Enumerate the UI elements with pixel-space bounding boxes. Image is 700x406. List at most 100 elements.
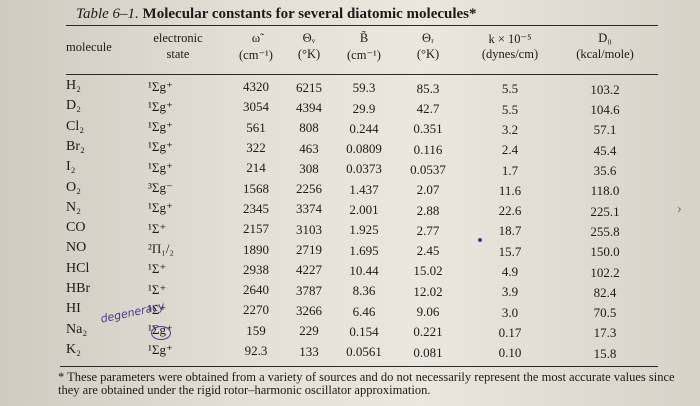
table-cell: 0.17 bbox=[498, 324, 522, 340]
table-cell: 18.7 bbox=[498, 223, 522, 239]
table-footnote: * These parameters were obtained from a … bbox=[58, 370, 675, 397]
molecule-cell: HI bbox=[66, 301, 81, 317]
molecule-cell: CO bbox=[66, 220, 86, 236]
table-cell: ¹Σ⁺ bbox=[148, 261, 167, 277]
column-header-4-line-0: B̃ bbox=[359, 31, 369, 45]
table-cell: 4227 bbox=[296, 262, 322, 278]
table-cell: 4394 bbox=[296, 99, 322, 115]
molecule-cell: I₂ bbox=[66, 159, 76, 175]
table-cell: ¹Σ⁺ bbox=[148, 301, 167, 317]
table-cell: 3.2 bbox=[501, 121, 519, 137]
table-cell: 15.8 bbox=[593, 345, 617, 361]
table-cell: 133 bbox=[299, 343, 319, 359]
table-cell: 2719 bbox=[296, 242, 322, 258]
top-rule bbox=[66, 25, 658, 26]
table-cell: 0.10 bbox=[498, 345, 522, 361]
table-cell: 0.221 bbox=[413, 324, 443, 340]
table-cell: 0.081 bbox=[413, 344, 443, 360]
table-cell: 2.07 bbox=[416, 182, 440, 198]
table-cell: 3.0 bbox=[501, 304, 519, 320]
header-rule bbox=[66, 74, 658, 75]
table-cell: 3374 bbox=[296, 201, 322, 217]
table-caption: Table 6–1. Molecular constants for sever… bbox=[76, 6, 477, 23]
table-cell: 15.02 bbox=[413, 263, 443, 279]
table-cell: 2157 bbox=[243, 221, 269, 237]
table-cell: 1.437 bbox=[349, 181, 379, 197]
table-cell: 0.0561 bbox=[346, 344, 382, 360]
table-title: Molecular constants for several diatomic… bbox=[142, 6, 477, 22]
table-cell: 0.244 bbox=[349, 120, 379, 136]
table-cell: 4320 bbox=[243, 79, 269, 95]
table-cell: 45.4 bbox=[593, 142, 617, 158]
pen-dot bbox=[478, 238, 482, 242]
bottom-rule bbox=[60, 366, 658, 367]
table-cell: 35.6 bbox=[593, 163, 617, 179]
column-header-7-line-0: D₀ bbox=[598, 31, 612, 45]
table-cell: 561 bbox=[246, 119, 266, 135]
table-cell: 2.45 bbox=[416, 243, 440, 259]
table-cell: ¹Σg⁺ bbox=[148, 78, 173, 94]
table-cell: ¹Σ⁺ bbox=[148, 281, 167, 297]
table-cell: 17.3 bbox=[593, 325, 617, 341]
table-cell: ²Π₁/₂ bbox=[148, 240, 174, 256]
table-cell: 22.6 bbox=[498, 203, 522, 219]
page-edge-arrow-icon: › bbox=[676, 200, 682, 217]
molecule-cell: Br₂ bbox=[66, 138, 85, 154]
table-cell: 2270 bbox=[243, 302, 269, 318]
table-cell: 225.1 bbox=[590, 203, 620, 219]
table-cell: 322 bbox=[246, 140, 266, 155]
column-header-2-line-0: ω̃ bbox=[251, 31, 261, 45]
table-cell: 229 bbox=[299, 323, 319, 339]
table-cell: 5.5 bbox=[501, 101, 519, 117]
table-cell: ¹Σg⁺ bbox=[148, 200, 173, 216]
table-cell: 104.6 bbox=[590, 102, 620, 118]
column-header-5-line-0: Θᵣ bbox=[422, 31, 434, 45]
table-cell: ¹Σg⁺ bbox=[148, 342, 173, 358]
table-cell: 3266 bbox=[296, 302, 322, 318]
table-cell: 159 bbox=[246, 322, 266, 338]
table-cell: 2640 bbox=[243, 282, 269, 298]
molecule-cell: H₂ bbox=[66, 78, 81, 93]
column-header-3-line-0: Θᵥ bbox=[302, 31, 316, 45]
table-cell: 3787 bbox=[296, 282, 322, 298]
table-cell: 11.6 bbox=[498, 182, 522, 198]
molecule-cell: D₂ bbox=[66, 98, 81, 114]
table-cell: 2.77 bbox=[416, 222, 440, 238]
table-cell: 2256 bbox=[296, 181, 322, 197]
table-cell: 808 bbox=[299, 120, 319, 136]
table-cell: 3.9 bbox=[501, 284, 519, 300]
table-cell: 5.5 bbox=[501, 81, 519, 97]
table-cell: ¹Σ⁺ bbox=[148, 220, 167, 236]
table-cell: 6.46 bbox=[352, 303, 376, 319]
table-cell: 103.2 bbox=[590, 81, 620, 97]
table-cell: 4.9 bbox=[501, 264, 519, 279]
column-header-7-line-1: (kcal/mole) bbox=[576, 47, 634, 61]
table-cell: 2345 bbox=[243, 200, 269, 216]
table-cell: 0.351 bbox=[413, 121, 443, 137]
table-cell: 3103 bbox=[296, 221, 322, 237]
table-cell: 2.88 bbox=[416, 202, 440, 218]
table-cell: 82.4 bbox=[593, 284, 617, 300]
column-header-6-line-0: k × 10⁻⁵ bbox=[488, 32, 532, 46]
table-cell: 0.116 bbox=[413, 141, 443, 157]
table-cell: 1890 bbox=[243, 241, 269, 257]
column-header-4-line-1: (cm⁻¹) bbox=[347, 48, 381, 62]
column-header-1-line-0: electronic bbox=[153, 31, 203, 45]
table-cell: ¹Σg⁺ bbox=[148, 119, 173, 135]
molecule-cell: NO bbox=[66, 240, 87, 256]
table-cell: 1.7 bbox=[501, 162, 519, 178]
table-cell: ¹Σg⁺ bbox=[148, 98, 173, 114]
table-cell: ¹Σg⁺ bbox=[148, 159, 173, 175]
column-header-5-line-1: (°K) bbox=[416, 47, 440, 61]
molecule-cell: Na₂ bbox=[66, 321, 88, 337]
molecule-cell: HBr bbox=[66, 281, 91, 296]
table-cell: 0.154 bbox=[349, 323, 379, 339]
table-cell: 85.3 bbox=[416, 80, 440, 96]
table-cell: 118.0 bbox=[590, 183, 620, 199]
table-cell: 92.3 bbox=[244, 343, 268, 358]
molecule-cell: O₂ bbox=[66, 179, 81, 195]
table-cell: 1568 bbox=[243, 180, 269, 196]
table-cell: 255.8 bbox=[590, 223, 620, 239]
table-cell: 57.1 bbox=[593, 122, 617, 138]
